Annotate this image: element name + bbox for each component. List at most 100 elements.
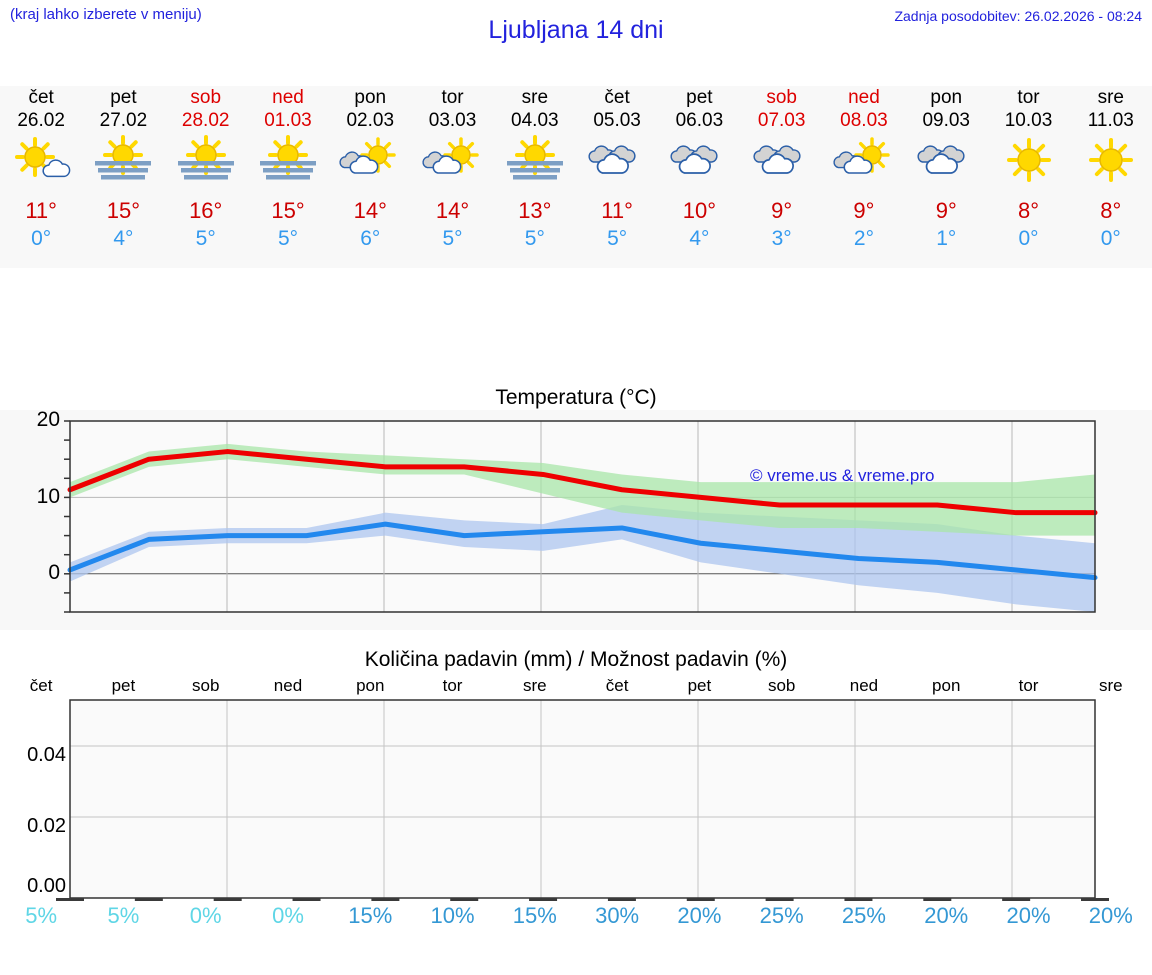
- location-hint: (kraj lahko izberete v meniju): [10, 6, 202, 23]
- precip-day-label: pet: [687, 676, 712, 695]
- day-date: 03.03: [428, 110, 477, 131]
- precip-day-label: čet: [29, 676, 53, 695]
- day-low-temp: 1°: [936, 227, 957, 250]
- precip-probability-label: 0%: [272, 903, 304, 928]
- day-high-temp: 9°: [853, 198, 875, 223]
- day-date: 28.02: [181, 110, 230, 131]
- partly-cloudy-icon: [417, 134, 489, 186]
- temperature-chart-title-bg: [0, 380, 1152, 410]
- day-name: pon: [930, 87, 963, 108]
- cloudy-icon: [663, 134, 735, 186]
- precip-probability-label: 20%: [1088, 903, 1133, 928]
- page-title: Ljubljana 14 dni: [488, 16, 664, 44]
- sun-icon: [993, 134, 1065, 186]
- day-date: 06.03: [675, 110, 724, 131]
- forecast-day-column[interactable]: ned 01.03 15° 5°: [247, 86, 329, 268]
- day-low-temp: 4°: [689, 227, 710, 250]
- precip-probability-label: 10%: [430, 903, 475, 928]
- forecast-day-column[interactable]: tor 10.03 8° 0°: [987, 86, 1069, 268]
- day-name: sob: [190, 87, 222, 108]
- partly-cloudy-icon: [828, 134, 900, 186]
- day-date: 08.03: [840, 110, 888, 131]
- day-name: sre: [521, 87, 549, 108]
- partly-cloudy-icon: [334, 134, 406, 186]
- precip-day-label: sre: [1098, 676, 1123, 695]
- prec-ytick-002: 0.02: [27, 815, 66, 837]
- day-low-temp: 5°: [607, 227, 628, 250]
- precip-day-label: sob: [767, 676, 796, 695]
- temp-ytick-0: 0: [48, 561, 60, 584]
- day-name: sob: [766, 87, 797, 108]
- precip-day-label: tor: [442, 676, 463, 695]
- day-date: 04.03: [511, 110, 559, 131]
- sun-haze-icon: [87, 134, 159, 186]
- last-updated: Zadnja posodobitev: 26.02.2026 - 08:24: [894, 8, 1142, 24]
- precip-day-label: sob: [191, 676, 220, 695]
- forecast-day-column[interactable]: čet 05.03 11° 5°: [576, 86, 658, 268]
- sun-haze-icon: [499, 134, 571, 186]
- forecast-day-column[interactable]: sre 11.03 8° 0°: [1070, 86, 1152, 268]
- day-name: tor: [441, 87, 464, 108]
- day-date: 11.03: [1087, 110, 1134, 131]
- cloudy-icon: [746, 134, 818, 186]
- day-low-temp: 0°: [1100, 227, 1121, 250]
- copyright-label: © vreme.us & vreme.pro: [750, 466, 935, 485]
- precip-probability-label: 15%: [348, 903, 393, 928]
- precip-day-label: pon: [356, 676, 385, 695]
- forecast-day-column[interactable]: ned 08.03 9° 2°: [823, 86, 905, 268]
- day-name: ned: [848, 87, 880, 108]
- day-name: pet: [110, 87, 137, 108]
- day-name: pet: [686, 87, 713, 108]
- day-name: sre: [1097, 87, 1124, 108]
- day-name: pon: [354, 87, 387, 108]
- day-low-temp: 5°: [524, 227, 545, 250]
- cloudy-icon: [910, 134, 982, 186]
- forecast-day-column[interactable]: pon 02.03 14° 6°: [329, 86, 411, 268]
- forecast-day-column[interactable]: sre 04.03 13° 5°: [494, 86, 576, 268]
- day-date: 05.03: [593, 110, 641, 131]
- precip-probability-label: 5%: [107, 903, 140, 928]
- prec-ytick-004: 0.04: [27, 744, 66, 766]
- precipitation-day-labels: čet pet sob ned pon tor sre čet pet sob ned pon tor s…: [0, 676, 1152, 698]
- precip-probability-label: 20%: [1006, 903, 1051, 928]
- day-date: 01.03: [264, 110, 312, 131]
- forecast-day-strip: čet 26.02 11° 0° pet 27.02 15° 4° sob 28.02 16° 5°…: [0, 86, 1152, 268]
- precip-day-label: ned: [849, 676, 879, 695]
- precip-probability-label: 20%: [677, 903, 722, 928]
- precip-probability-label: 0%: [189, 903, 222, 928]
- forecast-day-column[interactable]: čet 26.02 11° 0°: [0, 86, 82, 268]
- day-high-temp: 11°: [25, 198, 57, 223]
- forecast-day-column[interactable]: pet 06.03 10° 4°: [658, 86, 740, 268]
- day-name: tor: [1017, 87, 1040, 108]
- day-name: čet: [28, 87, 54, 108]
- day-low-temp: 4°: [113, 227, 134, 250]
- day-high-temp: 14°: [353, 198, 387, 223]
- forecast-day-column[interactable]: pet 27.02 15° 4°: [82, 86, 164, 268]
- day-high-temp: 9°: [935, 198, 957, 223]
- precip-probability-label: 5%: [25, 903, 58, 928]
- day-low-temp: 0°: [1018, 227, 1039, 250]
- day-high-temp: 16°: [189, 198, 223, 223]
- day-low-temp: 3°: [771, 227, 792, 250]
- precipitation-percent-labels: 5% 5% 0% 0% 15% 10% 15% 30% 20% 25% 25% 20% 20% 20%: [0, 903, 1152, 935]
- forecast-day-column[interactable]: pon 09.03 9° 1°: [905, 86, 987, 268]
- day-name: čet: [604, 87, 630, 108]
- day-high-temp: 10°: [682, 198, 717, 223]
- day-date: 27.02: [99, 110, 148, 131]
- precip-probability-label: 15%: [512, 903, 557, 928]
- forecast-day-column[interactable]: sob 28.02 16° 5°: [165, 86, 247, 268]
- day-high-temp: 15°: [106, 198, 141, 223]
- day-name: ned: [272, 87, 304, 108]
- forecast-day-column[interactable]: sob 07.03 9° 3°: [741, 86, 823, 268]
- temp-ytick-10: 10: [36, 485, 60, 508]
- temp-ytick-20: 20: [36, 408, 60, 431]
- day-high-temp: 14°: [435, 198, 470, 223]
- precipitation-chart-plot: [56, 699, 1109, 901]
- forecast-day-column[interactable]: tor 03.03 14° 5°: [411, 86, 493, 268]
- day-high-temp: 8°: [1100, 198, 1122, 223]
- prec-ytick-000: 0.00: [27, 875, 66, 897]
- precip-day-label: sre: [523, 676, 547, 695]
- day-low-temp: 2°: [853, 227, 874, 250]
- precip-probability-label: 25%: [759, 903, 804, 928]
- day-high-temp: 11°: [601, 198, 633, 223]
